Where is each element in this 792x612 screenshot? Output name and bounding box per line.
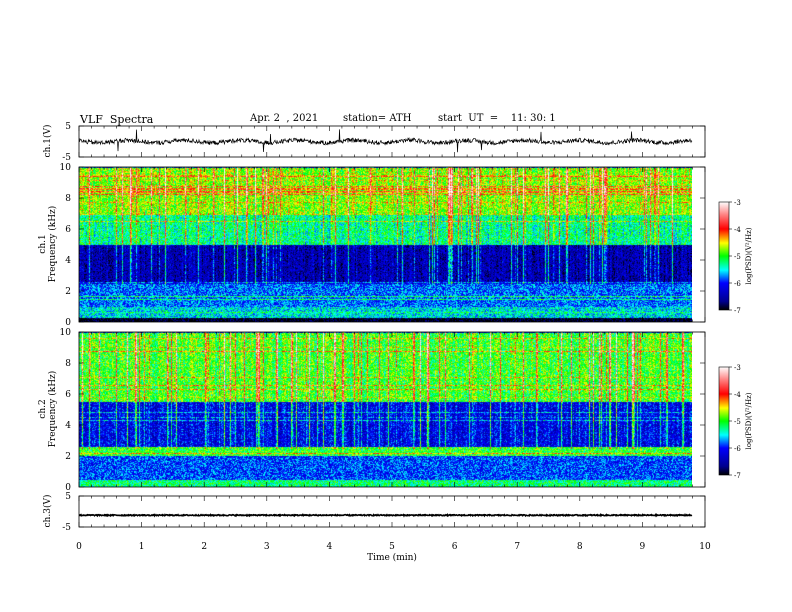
y-tick-label: -5	[62, 523, 71, 533]
y-tick-label: 8	[65, 194, 71, 204]
y-tick-label: 2	[65, 452, 71, 462]
y-tick-label: 10	[60, 328, 72, 338]
colorbar-tick-label: -6	[734, 445, 741, 453]
x-tick-label: 10	[699, 542, 711, 552]
y-tick-label: -5	[62, 153, 71, 163]
y-axis-label: ch.3(V)	[42, 495, 53, 528]
header-title: VLF Spectra	[80, 113, 154, 126]
y-tick-label: 0	[65, 318, 71, 328]
x-tick-label: 2	[201, 542, 207, 552]
y-tick-label: 4	[65, 421, 71, 431]
x-tick-label: 7	[514, 542, 520, 552]
colorbar-ch1	[718, 201, 730, 311]
y-tick-label: 5	[65, 492, 71, 502]
y-axis-label: Frequency (kHz)	[47, 206, 58, 283]
header-date: Apr. 2 , 2021	[250, 113, 319, 124]
y-tick-label: 4	[65, 256, 71, 266]
colorbar-tick-label: -6	[734, 280, 741, 288]
y-tick-label: 10	[60, 163, 72, 173]
colorbar-label: log(PSD)(V²/Hz)	[745, 227, 753, 284]
x-tick-label: 1	[139, 542, 145, 552]
x-tick-label: 6	[452, 542, 458, 552]
colorbar-tick-label: -3	[734, 199, 741, 207]
y-tick-label: 6	[65, 390, 71, 400]
colorbar-ch2	[718, 366, 730, 476]
y-tick-label: 6	[65, 225, 71, 235]
x-axis-label: Time (min)	[367, 552, 417, 563]
colorbar-tick-label: -4	[734, 391, 741, 399]
waveform-trace-ch3	[78, 512, 693, 518]
y-axis-label: ch.1	[38, 234, 48, 253]
x-tick-label: 3	[264, 542, 270, 552]
colorbar-tick-label: -3	[734, 364, 741, 372]
colorbar-tick-label: -7	[734, 472, 741, 480]
header-start-time: start UT = 11: 30: 1	[438, 113, 556, 124]
spectrogram-image-ch2	[79, 332, 692, 487]
colorbar-label: log(PSD)(V²/Hz)	[745, 392, 753, 449]
colorbar-tick-label: -4	[734, 226, 741, 234]
x-tick-label: 0	[76, 542, 82, 552]
y-axis-label: ch.1(V)	[42, 125, 53, 158]
y-tick-label: 2	[65, 287, 71, 297]
y-axis-label: ch.2	[38, 399, 48, 418]
x-tick-label: 8	[577, 542, 583, 552]
y-tick-label: 8	[65, 359, 71, 369]
colorbar-tick-label: -5	[734, 253, 741, 261]
x-tick-label: 9	[640, 542, 646, 552]
y-axis-label: Frequency (kHz)	[47, 371, 58, 448]
colorbar-tick-label: -7	[734, 307, 741, 315]
spectrogram-image-ch1	[79, 167, 692, 322]
x-tick-label: 5	[389, 542, 395, 552]
colorbar-tick-label: -5	[734, 418, 741, 426]
header-station: station= ATH	[343, 113, 412, 124]
x-tick-label: 4	[327, 542, 333, 552]
waveform-trace-ch1	[78, 129, 693, 153]
y-tick-label: 0	[65, 483, 71, 493]
y-tick-label: 5	[65, 122, 71, 132]
